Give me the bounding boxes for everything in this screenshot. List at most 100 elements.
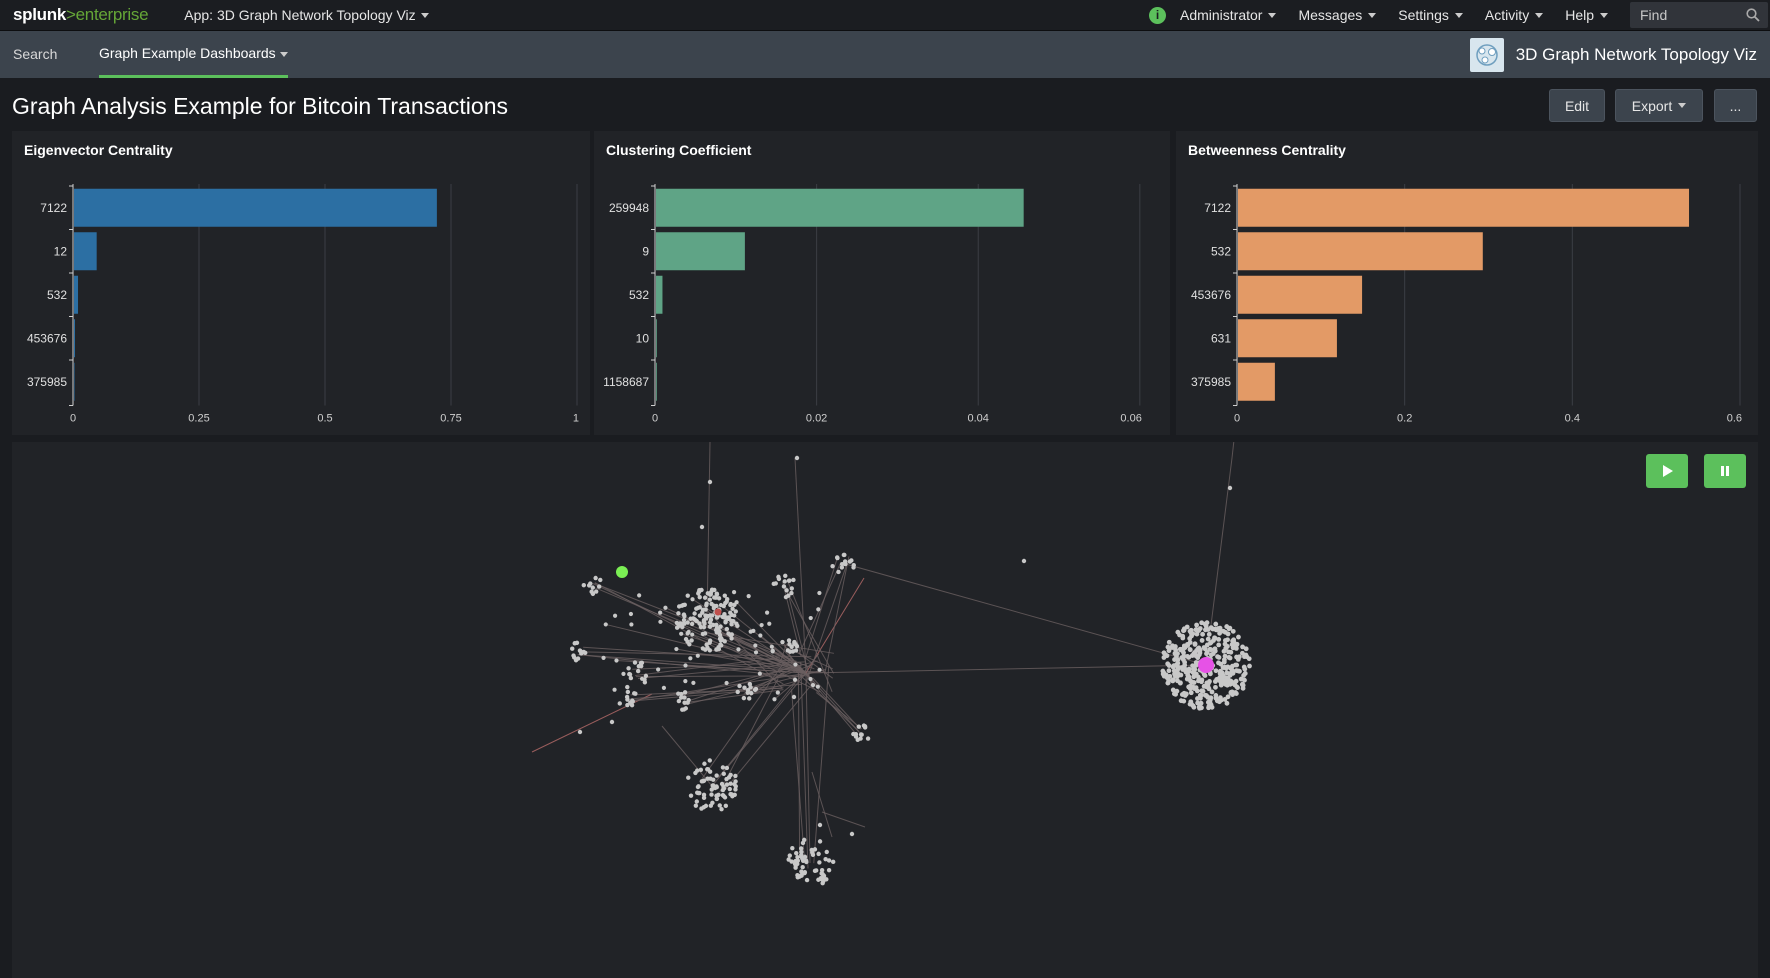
graph-node[interactable] <box>1229 666 1234 672</box>
graph-node[interactable] <box>1226 626 1232 632</box>
graph-node[interactable] <box>815 684 820 689</box>
graph-node[interactable] <box>1214 627 1219 633</box>
graph-node[interactable] <box>732 613 737 618</box>
graph-node[interactable] <box>685 593 690 598</box>
graph-node[interactable] <box>1171 663 1177 669</box>
graph-node[interactable] <box>1198 692 1204 698</box>
settings-menu[interactable]: Settings <box>1398 7 1463 23</box>
graph-node[interactable] <box>800 864 805 870</box>
graph-node[interactable] <box>1203 627 1208 633</box>
graph-node[interactable] <box>1170 678 1176 684</box>
graph-node[interactable] <box>729 792 734 797</box>
graph-node[interactable] <box>826 858 832 863</box>
graph-node[interactable] <box>598 577 603 583</box>
graph-node[interactable] <box>1216 637 1222 642</box>
graph-node[interactable] <box>1188 690 1194 696</box>
graph-node[interactable] <box>628 675 634 681</box>
graph-node[interactable] <box>685 700 690 705</box>
bar[interactable] <box>656 232 745 271</box>
graph-node[interactable] <box>714 622 719 628</box>
graph-node[interactable] <box>803 858 809 863</box>
graph-node[interactable] <box>1212 646 1218 652</box>
graph-node[interactable] <box>639 676 645 681</box>
graph-node[interactable] <box>1205 699 1211 705</box>
graph-node[interactable] <box>1195 700 1201 706</box>
graph-node[interactable] <box>1223 645 1229 651</box>
graph-node[interactable] <box>793 662 798 667</box>
graph-node[interactable] <box>702 595 708 600</box>
graph-node[interactable] <box>719 636 724 641</box>
graph-node[interactable] <box>816 607 821 612</box>
graph-node[interactable] <box>862 724 868 729</box>
graph-node[interactable] <box>1205 694 1211 700</box>
graph-node[interactable] <box>643 673 649 679</box>
graph-node[interactable] <box>723 803 729 809</box>
more-actions-button[interactable]: ... <box>1714 89 1757 122</box>
graph-node[interactable] <box>1184 624 1190 630</box>
graph-node[interactable] <box>686 629 691 635</box>
graph-node[interactable] <box>637 593 642 598</box>
graph-node[interactable] <box>824 849 829 855</box>
graph-node[interactable] <box>676 698 682 704</box>
network-graph-canvas[interactable] <box>12 442 1758 978</box>
graph-node[interactable] <box>695 653 700 658</box>
edit-button[interactable]: Edit <box>1549 89 1605 122</box>
graph-node[interactable] <box>705 613 711 619</box>
graph-node[interactable] <box>722 593 727 598</box>
graph-node[interactable] <box>1189 633 1194 639</box>
bar[interactable] <box>1238 275 1363 314</box>
graph-node[interactable] <box>791 694 797 700</box>
messages-menu[interactable]: Messages <box>1298 7 1377 23</box>
graph-node[interactable] <box>734 600 739 605</box>
graph-node[interactable] <box>795 854 800 860</box>
graph-node[interactable] <box>1233 678 1239 684</box>
graph-node[interactable] <box>1222 641 1228 647</box>
graph-node[interactable] <box>1186 684 1192 690</box>
graph-node[interactable] <box>1185 641 1190 647</box>
graph-node[interactable] <box>712 595 717 600</box>
graph-node[interactable] <box>1201 671 1207 677</box>
graph-node[interactable] <box>735 689 740 695</box>
graph-node[interactable] <box>581 582 586 588</box>
graph-node[interactable] <box>1161 655 1167 660</box>
graph-node[interactable] <box>728 602 733 608</box>
graph-node[interactable] <box>728 772 733 778</box>
graph-node[interactable] <box>714 773 719 778</box>
graph-node[interactable] <box>724 626 730 632</box>
administrator-menu[interactable]: Administrator <box>1180 7 1277 23</box>
graph-node[interactable] <box>1195 696 1200 701</box>
graph-node[interactable] <box>1204 642 1210 648</box>
bar[interactable] <box>656 188 1024 227</box>
graph-node[interactable] <box>786 638 792 643</box>
graph-node[interactable] <box>572 641 577 646</box>
graph-node[interactable] <box>1178 698 1184 704</box>
graph-node[interactable] <box>690 632 695 637</box>
bar[interactable] <box>74 232 97 271</box>
graph-node[interactable] <box>758 633 763 638</box>
graph-node[interactable] <box>1198 700 1204 706</box>
graph-node[interactable] <box>733 784 738 789</box>
graph-node[interactable] <box>612 687 617 692</box>
graph-node[interactable] <box>700 610 705 615</box>
graph-node[interactable] <box>695 784 701 790</box>
graph-node[interactable] <box>783 595 789 600</box>
graph-node[interactable] <box>577 729 583 735</box>
graph-node[interactable] <box>707 479 713 485</box>
graph-node[interactable] <box>1212 679 1218 684</box>
graph-node[interactable] <box>683 663 688 668</box>
bar[interactable] <box>1238 362 1275 401</box>
graph-node[interactable] <box>765 610 770 615</box>
graph-node[interactable] <box>1165 661 1171 667</box>
graph-node[interactable] <box>1175 660 1181 666</box>
graph-node[interactable] <box>1180 667 1186 672</box>
graph-node[interactable] <box>1199 620 1205 626</box>
graph-node[interactable] <box>785 648 791 653</box>
graph-node[interactable] <box>679 691 684 697</box>
graph-node[interactable] <box>717 629 722 634</box>
graph-node[interactable] <box>1208 647 1214 653</box>
graph-node[interactable] <box>1165 680 1171 686</box>
graph-node[interactable] <box>728 781 733 786</box>
graph-node[interactable] <box>589 589 594 594</box>
graph-node[interactable] <box>616 566 628 578</box>
graph-node[interactable] <box>697 587 702 593</box>
